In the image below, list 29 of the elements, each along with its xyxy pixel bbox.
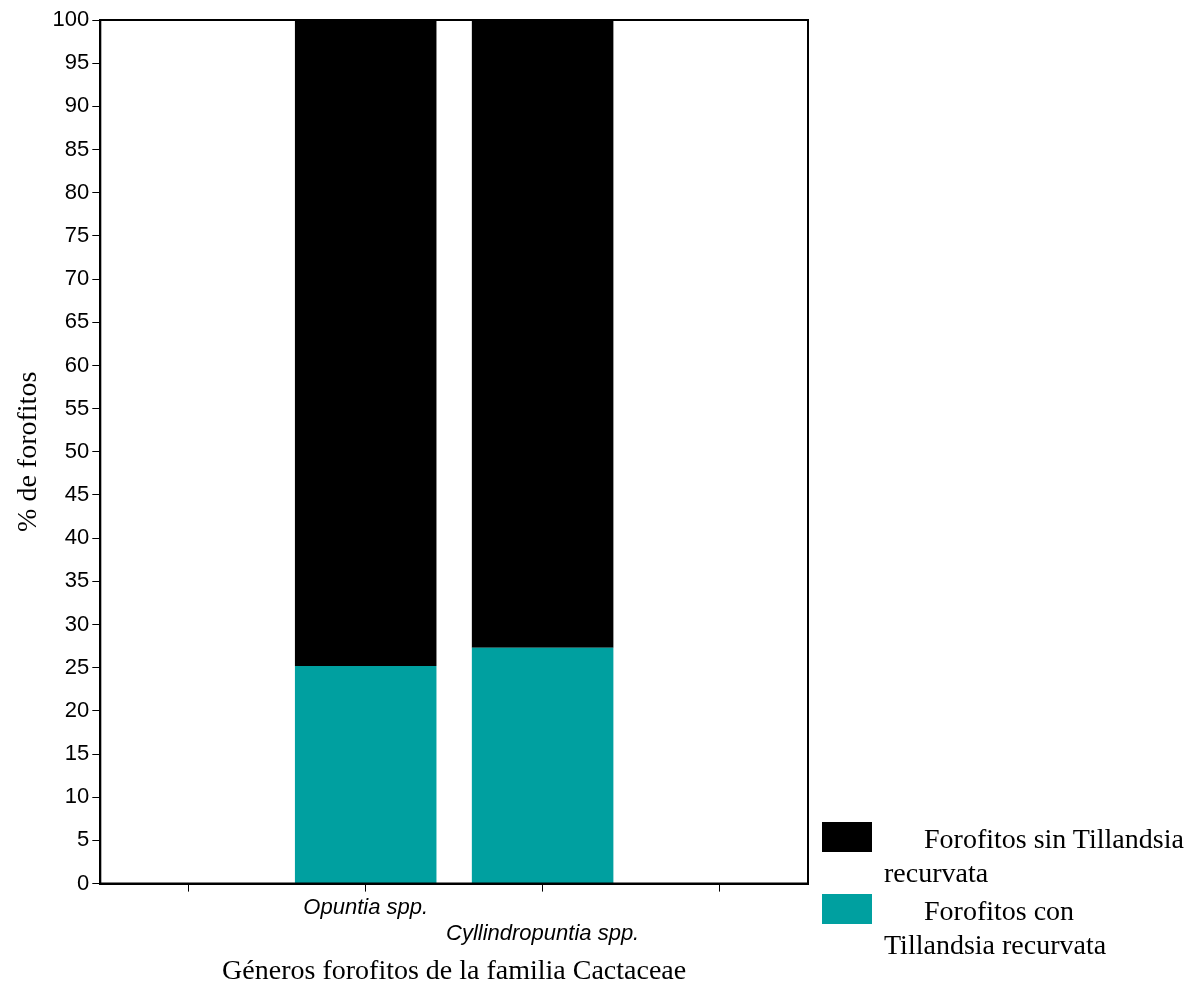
x-tick-label: Cyllindropuntia spp.: [446, 920, 640, 946]
y-tick-label: 85: [64, 135, 90, 161]
y-tick-label: 10: [64, 783, 90, 809]
y-tick-label: 30: [64, 610, 90, 636]
legend-label: Forofitos con Tillandsia recurvata: [884, 894, 1108, 962]
y-tick-label: 55: [64, 394, 90, 420]
bar: [294, 665, 437, 884]
y-tick-label: 90: [64, 92, 90, 118]
y-tick-label: 40: [64, 524, 90, 550]
y-tick-label: 95: [64, 49, 90, 75]
y-tick-label: 45: [64, 481, 90, 507]
y-tick-label: 100: [52, 6, 90, 32]
y-tick-label: 75: [64, 221, 90, 247]
y-axis-title: % de forofitos: [11, 371, 43, 532]
y-tick-label: 80: [64, 178, 90, 204]
y-tick-label: 0: [77, 869, 90, 895]
x-axis-title: Géneros forofitos de la familia Cactaceae: [222, 953, 687, 985]
bar: [471, 647, 614, 884]
y-tick-label: 60: [64, 351, 90, 377]
y-tick-label: 25: [64, 653, 90, 679]
y-tick-label: 5: [77, 826, 90, 852]
y-tick-label: 20: [64, 696, 90, 722]
legend-label: Forofitos sin Tillandsia recurvata: [884, 822, 1184, 890]
y-tick-label: 50: [64, 437, 90, 463]
y-tick-label: 65: [64, 308, 90, 334]
x-tick-label: Opuntia spp.: [303, 893, 429, 919]
y-tick-label: 70: [64, 265, 90, 291]
y-tick-label: 35: [64, 567, 90, 593]
y-tick-label: 15: [64, 740, 90, 766]
